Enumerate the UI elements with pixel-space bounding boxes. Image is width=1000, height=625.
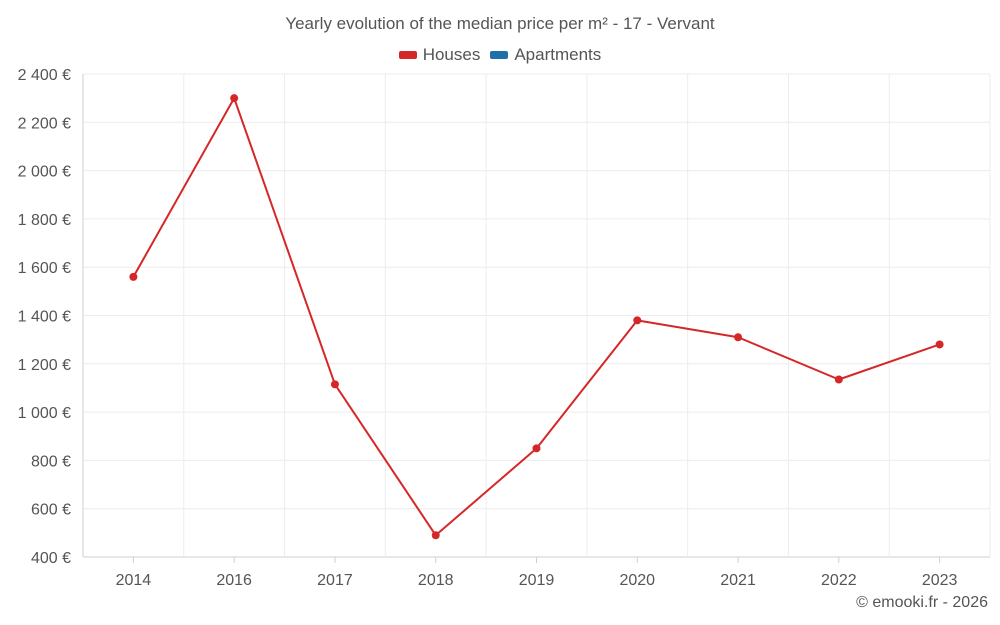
y-tick-label: 1 600 € [18, 260, 71, 277]
y-tick-label: 1 800 € [18, 212, 71, 229]
y-tick-label: 1 000 € [18, 405, 71, 422]
data-point-houses [431, 531, 440, 540]
legend-label-apartments: Apartments [514, 45, 602, 64]
y-tick-label: 1 200 € [18, 357, 71, 374]
data-point-houses [734, 333, 743, 342]
data-point-houses [230, 94, 239, 103]
legend-item-apartments[interactable]: Apartments [490, 45, 601, 65]
data-point-houses [532, 444, 541, 453]
data-point-houses [834, 375, 843, 384]
x-tick-label: 2021 [720, 572, 756, 589]
credit-text: © emooki.fr - 2026 [856, 594, 988, 611]
legend-swatch-houses [398, 51, 417, 59]
x-tick-label: 2018 [418, 572, 454, 589]
y-tick-label: 1 400 € [18, 309, 71, 326]
data-point-houses [129, 272, 138, 281]
legend-swatch-apartments [490, 51, 509, 59]
y-tick-label: 800 € [31, 453, 71, 470]
x-tick-label: 2014 [116, 572, 152, 589]
data-point-houses [633, 316, 642, 325]
legend-label-houses: Houses [422, 45, 481, 64]
y-tick-label: 2 200 € [18, 115, 71, 132]
legend-item-houses[interactable]: Houses [398, 45, 481, 65]
y-tick-label: 400 € [31, 550, 71, 567]
x-tick-label: 2022 [821, 572, 857, 589]
legend: Houses Apartments [0, 45, 1000, 65]
data-point-houses [330, 380, 339, 389]
x-tick-label: 2016 [216, 572, 252, 589]
x-tick-label: 2023 [922, 572, 958, 589]
x-tick-label: 2017 [317, 572, 353, 589]
x-tick-label: 2019 [519, 572, 555, 589]
y-tick-label: 600 € [31, 502, 71, 519]
y-tick-label: 2 400 € [18, 67, 71, 84]
data-point-houses [935, 340, 944, 349]
chart-title: Yearly evolution of the median price per… [285, 14, 715, 33]
series-line-houses [132, 97, 940, 537]
y-tick-label: 2 000 € [18, 164, 71, 181]
x-tick-label: 2020 [619, 572, 655, 589]
